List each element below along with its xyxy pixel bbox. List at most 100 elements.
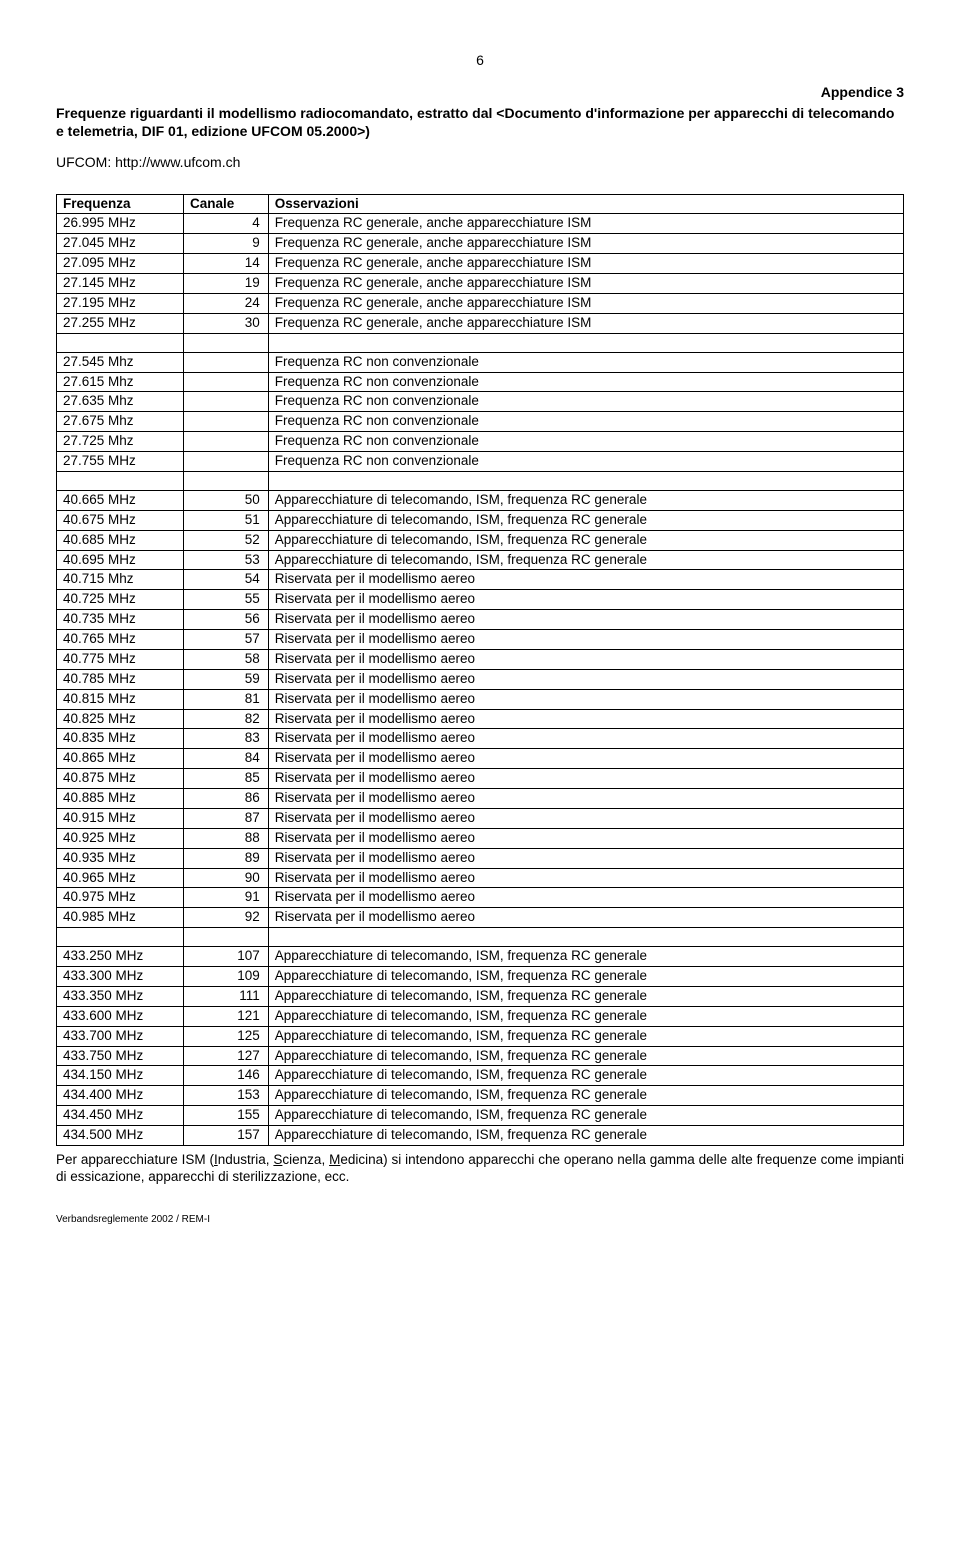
cell-osservazioni: Apparecchiature di telecomando, ISM, fre… bbox=[268, 530, 903, 550]
table-row: 40.965 MHz90Riservata per il modellismo … bbox=[57, 868, 904, 888]
table-row: 40.765 MHz57Riservata per il modellismo … bbox=[57, 630, 904, 650]
table-header-row: Frequenza Canale Osservazioni bbox=[57, 194, 904, 214]
cell-osservazioni: Frequenza RC non convenzionale bbox=[268, 412, 903, 432]
table-row: 433.700 MHz125Apparecchiature di telecom… bbox=[57, 1026, 904, 1046]
cell-canale: 111 bbox=[184, 986, 269, 1006]
table-row: 26.995 MHz4Frequenza RC generale, anche … bbox=[57, 214, 904, 234]
cell-frequenza: 26.995 MHz bbox=[57, 214, 184, 234]
table-row: 40.675 MHz51Apparecchiature di telecoman… bbox=[57, 510, 904, 530]
table-row: 40.825 MHz82Riservata per il modellismo … bbox=[57, 709, 904, 729]
cell-osservazioni: Riservata per il modellismo aereo bbox=[268, 848, 903, 868]
cell-osservazioni: Apparecchiature di telecomando, ISM, fre… bbox=[268, 1086, 903, 1106]
table-row: 40.715 Mhz54Riservata per il modellismo … bbox=[57, 570, 904, 590]
cell-osservazioni: Apparecchiature di telecomando, ISM, fre… bbox=[268, 1006, 903, 1026]
cell-canale: 53 bbox=[184, 550, 269, 570]
table-spacer-row bbox=[57, 471, 904, 490]
cell-canale: 88 bbox=[184, 828, 269, 848]
cell-canale: 127 bbox=[184, 1046, 269, 1066]
cell-osservazioni: Apparecchiature di telecomando, ISM, fre… bbox=[268, 1126, 903, 1146]
cell-frequenza: 27.255 MHz bbox=[57, 313, 184, 333]
cell-osservazioni: Frequenza RC generale, anche apparecchia… bbox=[268, 274, 903, 294]
cell-frequenza: 40.765 MHz bbox=[57, 630, 184, 650]
cell-canale: 125 bbox=[184, 1026, 269, 1046]
table-row: 40.815 MHz81Riservata per il modellismo … bbox=[57, 689, 904, 709]
table-row: 40.665 MHz50Apparecchiature di telecoman… bbox=[57, 490, 904, 510]
cell-frequenza: 27.635 Mhz bbox=[57, 392, 184, 412]
cell-canale: 55 bbox=[184, 590, 269, 610]
cell-frequenza: 433.250 MHz bbox=[57, 947, 184, 967]
cell-canale: 155 bbox=[184, 1106, 269, 1126]
cell-canale: 92 bbox=[184, 908, 269, 928]
cell-canale: 9 bbox=[184, 234, 269, 254]
table-row: 40.985 MHz92Riservata per il modellismo … bbox=[57, 908, 904, 928]
table-row: 40.885 MHz86Riservata per il modellismo … bbox=[57, 789, 904, 809]
cell-frequenza: 40.875 MHz bbox=[57, 769, 184, 789]
cell-canale bbox=[184, 372, 269, 392]
table-row: 27.755 MHzFrequenza RC non convenzionale bbox=[57, 452, 904, 472]
table-row: 27.045 MHz9Frequenza RC generale, anche … bbox=[57, 234, 904, 254]
cell-osservazioni: Riservata per il modellismo aereo bbox=[268, 689, 903, 709]
cell-osservazioni: Riservata per il modellismo aereo bbox=[268, 570, 903, 590]
cell-osservazioni: Riservata per il modellismo aereo bbox=[268, 709, 903, 729]
cell-osservazioni: Riservata per il modellismo aereo bbox=[268, 590, 903, 610]
cell-frequenza: 40.695 MHz bbox=[57, 550, 184, 570]
cell-canale: 84 bbox=[184, 749, 269, 769]
page-footer: Verbandsreglemente 2002 / REM-I bbox=[56, 1214, 904, 1227]
cell-frequenza: 433.750 MHz bbox=[57, 1046, 184, 1066]
cell-frequenza: 433.350 MHz bbox=[57, 986, 184, 1006]
table-row: 434.150 MHz146Apparecchiature di telecom… bbox=[57, 1066, 904, 1086]
cell-canale: 146 bbox=[184, 1066, 269, 1086]
cell-frequenza: 40.865 MHz bbox=[57, 749, 184, 769]
cell-frequenza: 40.815 MHz bbox=[57, 689, 184, 709]
cell-canale: 153 bbox=[184, 1086, 269, 1106]
table-row: 27.675 MhzFrequenza RC non convenzionale bbox=[57, 412, 904, 432]
cell-canale: 87 bbox=[184, 808, 269, 828]
cell-osservazioni: Apparecchiature di telecomando, ISM, fre… bbox=[268, 967, 903, 987]
ism-footnote: Per apparecchiature ISM (Industria, Scie… bbox=[56, 1152, 904, 1186]
cell-osservazioni: Apparecchiature di telecomando, ISM, fre… bbox=[268, 1066, 903, 1086]
cell-frequenza: 27.045 MHz bbox=[57, 234, 184, 254]
cell-canale: 56 bbox=[184, 610, 269, 630]
table-row: 40.975 MHz91Riservata per il modellismo … bbox=[57, 888, 904, 908]
cell-osservazioni: Riservata per il modellismo aereo bbox=[268, 808, 903, 828]
cell-canale: 82 bbox=[184, 709, 269, 729]
appendix-label: Appendice 3 bbox=[56, 84, 904, 102]
table-row: 434.400 MHz153Apparecchiature di telecom… bbox=[57, 1086, 904, 1106]
cell-osservazioni: Riservata per il modellismo aereo bbox=[268, 610, 903, 630]
cell-osservazioni: Riservata per il modellismo aereo bbox=[268, 828, 903, 848]
cell-osservazioni: Frequenza RC generale, anche apparecchia… bbox=[268, 254, 903, 274]
cell-canale: 121 bbox=[184, 1006, 269, 1026]
table-spacer-row bbox=[57, 333, 904, 352]
table-row: 40.735 MHz56Riservata per il modellismo … bbox=[57, 610, 904, 630]
cell-osservazioni: Apparecchiature di telecomando, ISM, fre… bbox=[268, 550, 903, 570]
cell-canale: 59 bbox=[184, 669, 269, 689]
cell-canale bbox=[184, 352, 269, 372]
cell-osservazioni: Apparecchiature di telecomando, ISM, fre… bbox=[268, 490, 903, 510]
cell-frequenza: 40.885 MHz bbox=[57, 789, 184, 809]
table-row: 40.925 MHz88Riservata per il modellismo … bbox=[57, 828, 904, 848]
cell-canale: 50 bbox=[184, 490, 269, 510]
table-row: 433.250 MHz107Apparecchiature di telecom… bbox=[57, 947, 904, 967]
cell-frequenza: 433.700 MHz bbox=[57, 1026, 184, 1046]
cell-frequenza: 27.755 MHz bbox=[57, 452, 184, 472]
cell-frequenza: 40.935 MHz bbox=[57, 848, 184, 868]
cell-canale: 83 bbox=[184, 729, 269, 749]
cell-frequenza: 40.725 MHz bbox=[57, 590, 184, 610]
cell-osservazioni: Riservata per il modellismo aereo bbox=[268, 769, 903, 789]
cell-canale: 30 bbox=[184, 313, 269, 333]
cell-canale: 51 bbox=[184, 510, 269, 530]
cell-frequenza: 434.150 MHz bbox=[57, 1066, 184, 1086]
table-row: 40.875 MHz85Riservata per il modellismo … bbox=[57, 769, 904, 789]
table-row: 40.935 MHz89Riservata per il modellismo … bbox=[57, 848, 904, 868]
cell-frequenza: 434.450 MHz bbox=[57, 1106, 184, 1126]
cell-frequenza: 40.965 MHz bbox=[57, 868, 184, 888]
cell-canale: 14 bbox=[184, 254, 269, 274]
cell-osservazioni: Apparecchiature di telecomando, ISM, fre… bbox=[268, 947, 903, 967]
table-row: 27.635 MhzFrequenza RC non convenzionale bbox=[57, 392, 904, 412]
table-row: 434.450 MHz155Apparecchiature di telecom… bbox=[57, 1106, 904, 1126]
header-frequenza: Frequenza bbox=[57, 194, 184, 214]
cell-osservazioni: Riservata per il modellismo aereo bbox=[268, 630, 903, 650]
cell-frequenza: 40.785 MHz bbox=[57, 669, 184, 689]
cell-frequenza: 40.685 MHz bbox=[57, 530, 184, 550]
table-row: 433.300 MHz109Apparecchiature di telecom… bbox=[57, 967, 904, 987]
